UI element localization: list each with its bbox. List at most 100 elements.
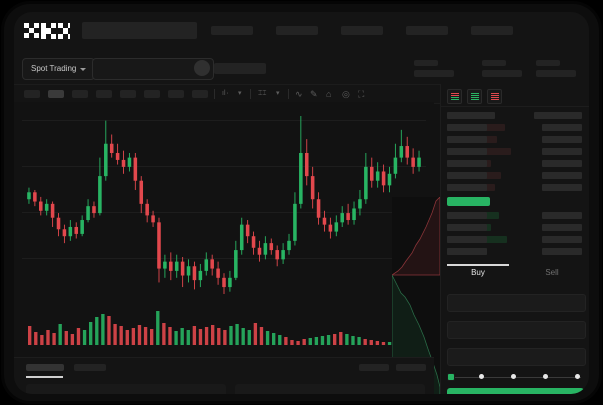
toolbar-divider (288, 89, 289, 99)
order-amount-slider[interactable] (447, 372, 584, 382)
nav-item-4[interactable] (406, 26, 448, 35)
toolbar-divider (250, 89, 251, 99)
orderbook-mode-sell-icon[interactable] (487, 89, 502, 104)
nav-item-3[interactable] (341, 26, 383, 35)
slider-handle[interactable] (447, 373, 455, 381)
orderbook-sell-amount (542, 136, 582, 143)
orderbook-sell-price[interactable] (447, 160, 487, 167)
market-type-label: Spot Trading (31, 64, 77, 73)
orderbook-header-divider (441, 106, 589, 107)
orderbook-sell-amount (542, 124, 582, 131)
search-input[interactable] (82, 22, 197, 39)
orders-content-box-2 (235, 384, 425, 394)
header-nav (211, 26, 513, 35)
timeframe-2[interactable] (48, 90, 64, 98)
timeframe-7[interactable] (168, 90, 184, 98)
chart-type-icon[interactable]: ⌶⌶ (258, 90, 267, 97)
orderbook-sell-amount (542, 184, 582, 191)
stat-value (414, 70, 454, 77)
orderbook-buy-price[interactable] (447, 236, 487, 243)
stat-label (536, 60, 560, 66)
timeframe-6[interactable] (144, 90, 160, 98)
bottom-action-1[interactable] (359, 364, 389, 371)
app-screen: Spot Trading (14, 12, 589, 394)
orderbook-sell-price[interactable] (447, 124, 487, 131)
bottom-tab-1[interactable] (26, 364, 64, 371)
slider-stop-100[interactable] (575, 374, 580, 379)
slider-stop-25[interactable] (479, 374, 484, 379)
price-chart[interactable] (14, 102, 440, 394)
market-stat-3 (536, 60, 576, 77)
chevron-down-icon (80, 67, 87, 71)
orderbook-buy-price[interactable] (447, 212, 487, 219)
orders-panel (14, 357, 434, 394)
orderbook-sell-amount (542, 160, 582, 167)
stat-label (482, 60, 506, 66)
chevron-down-icon[interactable]: ▾ (238, 90, 242, 97)
settings-icon[interactable]: ◎ (342, 89, 350, 99)
slider-stop-50[interactable] (511, 374, 516, 379)
market-stat-2 (482, 60, 522, 77)
fullscreen-icon[interactable]: ⛶ (358, 89, 365, 99)
orderbook-buy-price[interactable] (447, 224, 487, 231)
order-price-input[interactable] (447, 294, 586, 312)
timeframe-8[interactable] (192, 90, 208, 98)
timeframe-5[interactable] (120, 90, 136, 98)
bottom-action-2[interactable] (396, 364, 426, 371)
orderbook-buy-amount (542, 212, 582, 219)
toolbar-divider (214, 89, 215, 99)
magnet-icon[interactable]: ⌂ (326, 89, 332, 99)
tab-buy[interactable]: Buy (471, 268, 485, 277)
order-form-tabs: Buy Sell (441, 264, 589, 286)
okx-logo[interactable] (24, 23, 70, 39)
timeframe-4[interactable] (96, 90, 112, 98)
gridline (22, 120, 426, 121)
account-label (214, 63, 266, 74)
orderbook-mark-price (447, 197, 490, 206)
orderbook-mode-both-icon[interactable] (447, 89, 462, 104)
volume-series (28, 311, 392, 345)
orderbook-mode-group (447, 89, 502, 104)
tab-active-underline (26, 376, 63, 378)
app-header (14, 12, 589, 52)
timeframe-1[interactable] (24, 90, 40, 98)
submit-order-button[interactable] (447, 388, 584, 394)
order-amount-input[interactable] (447, 321, 586, 339)
slider-stop-75[interactable] (543, 374, 548, 379)
indicators-icon[interactable]: ıl٠ (222, 90, 230, 97)
market-stat-1 (414, 60, 454, 77)
tab-sell[interactable]: Sell (545, 268, 559, 277)
bottom-tab-2[interactable] (74, 364, 106, 371)
orderbook-col-price (447, 112, 495, 119)
stat-value (482, 70, 522, 77)
tab-active-underline (447, 264, 509, 266)
brush-icon[interactable]: ✎ (310, 89, 318, 99)
timeframe-3[interactable] (72, 90, 88, 98)
orderbook-sell-price[interactable] (447, 184, 487, 191)
market-type-dropdown[interactable]: Spot Trading (22, 58, 96, 80)
gridline (22, 212, 426, 213)
slider-track (451, 376, 581, 378)
orderbook-buy-amount (542, 248, 582, 255)
orders-content-box-1 (26, 384, 226, 394)
orderbook-buy-amount (542, 224, 582, 231)
orderbook-buy-price[interactable] (447, 248, 487, 255)
orderbook-sell-price[interactable] (447, 136, 487, 143)
chevron-down-icon[interactable]: ▾ (276, 90, 280, 97)
nav-item-5[interactable] (471, 26, 513, 35)
order-total-input[interactable] (447, 348, 586, 366)
orderbook-sell-price[interactable] (447, 148, 487, 155)
candlestick-series (27, 116, 421, 294)
nav-item-1[interactable] (211, 26, 253, 35)
nav-item-2[interactable] (276, 26, 318, 35)
order-panel: Buy Sell (440, 84, 589, 394)
orderbook-sell-price[interactable] (447, 172, 487, 179)
stat-label (414, 60, 438, 66)
orderbook-col-amount (534, 112, 582, 119)
line-tool-icon[interactable]: ∿ (295, 89, 303, 99)
gridline (22, 166, 426, 167)
avatar[interactable] (194, 60, 210, 76)
gridline (22, 258, 426, 259)
orderbook-mode-buy-icon[interactable] (467, 89, 482, 104)
